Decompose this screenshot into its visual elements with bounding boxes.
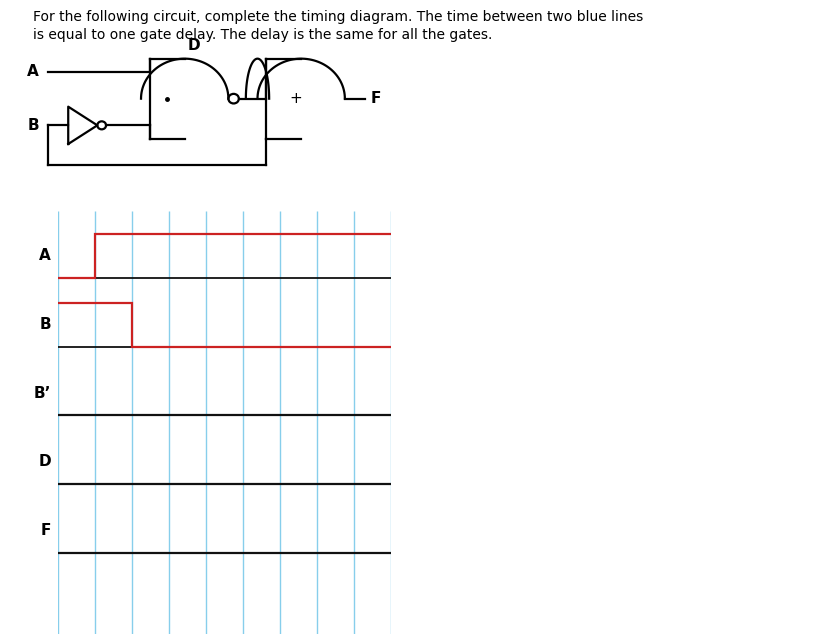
Text: F: F [371, 91, 381, 106]
Text: A: A [39, 248, 51, 263]
Text: B’: B’ [33, 386, 51, 401]
Text: D: D [187, 38, 200, 53]
Text: D: D [38, 454, 51, 469]
Text: B: B [27, 118, 39, 133]
Text: F: F [41, 523, 51, 538]
Text: is equal to one gate delay. The delay is the same for all the gates.: is equal to one gate delay. The delay is… [33, 28, 493, 42]
Text: For the following circuit, complete the timing diagram. The time between two blu: For the following circuit, complete the … [33, 10, 643, 24]
Text: +: + [289, 91, 302, 106]
Text: A: A [27, 65, 39, 79]
Text: B: B [39, 317, 51, 332]
